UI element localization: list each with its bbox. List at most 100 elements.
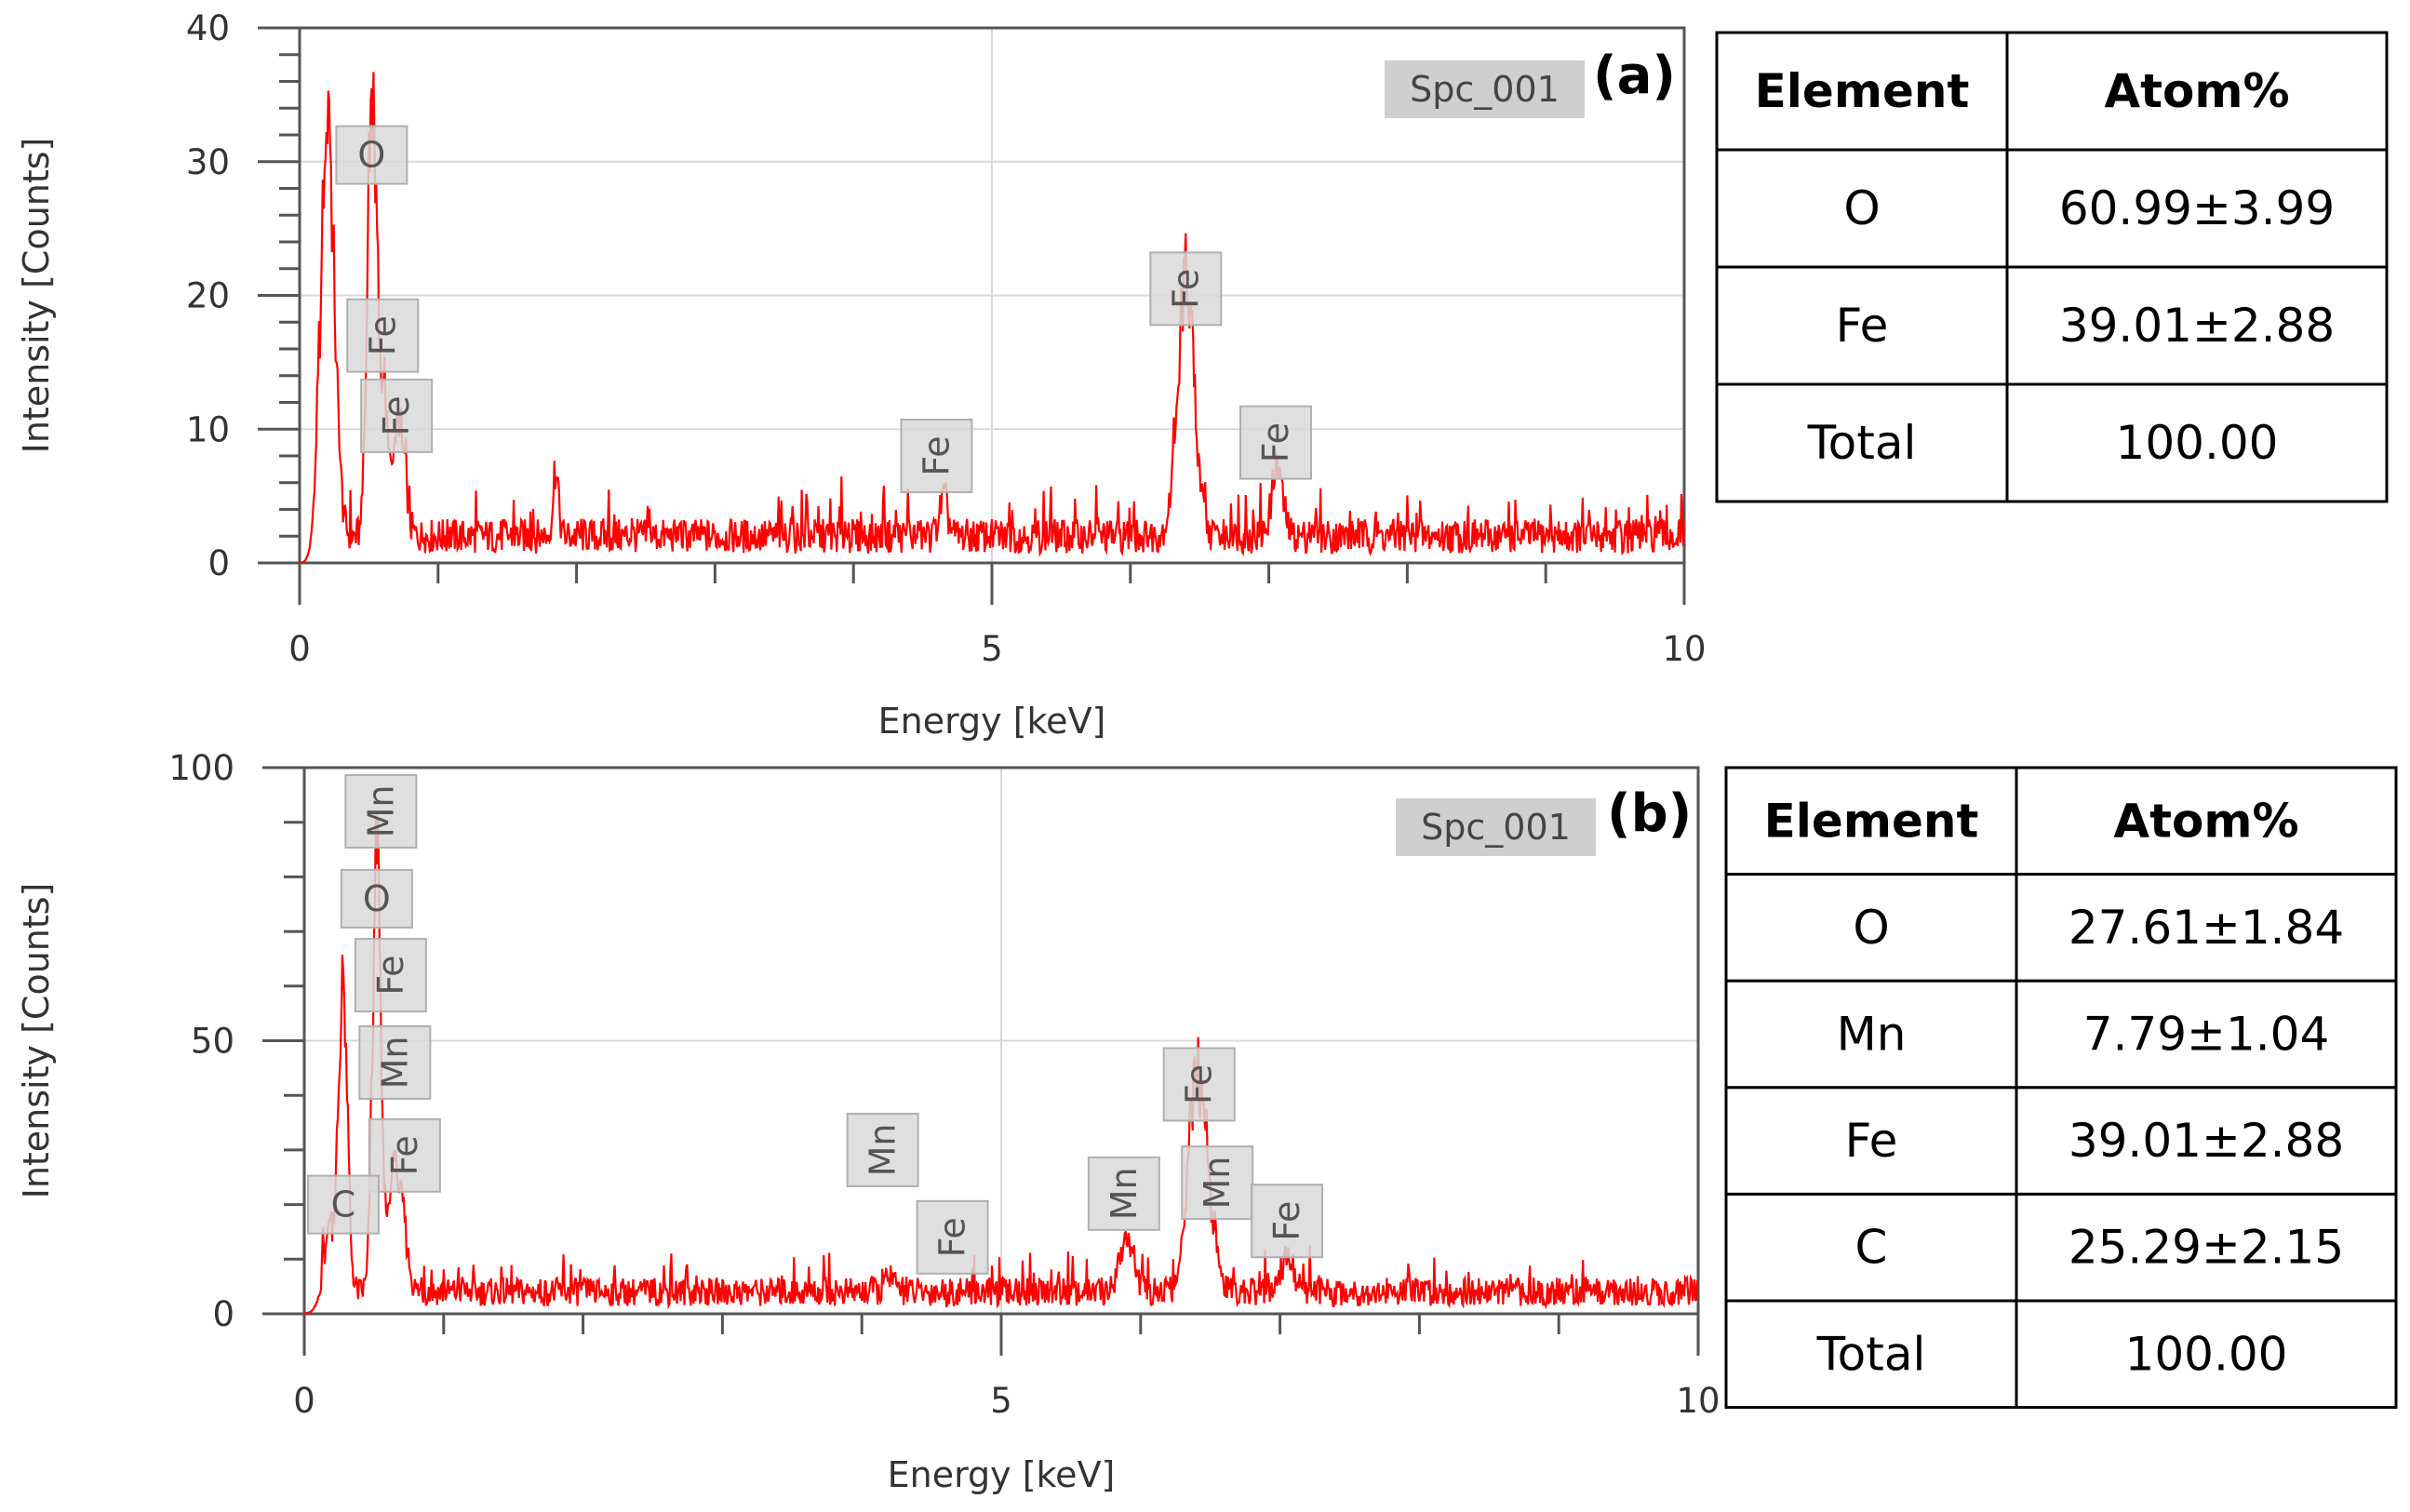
panel-label: (b) [1607,783,1692,844]
y-tick-label: 20 [186,276,230,316]
table-cell-element: O [1843,181,1880,235]
peak-label-text: Fe [362,315,403,355]
table-row: Total 100.00 [1715,382,2389,503]
panel-a: 0 10 20 30 40 0 5 10 Energy [keV] Intensity [Coun… [16,8,2389,742]
peak-label-text: C [331,1184,356,1225]
legend-box [1385,60,1585,118]
peak-label-box [1239,405,1313,480]
peak-label-text: Fe [1179,1064,1220,1104]
x-tick-label: 10 [1676,1381,1720,1421]
y-tick-label: 30 [186,142,230,182]
peak-label-text: Fe [384,1135,425,1175]
y-tick-label: 40 [186,8,230,48]
x-axis-title: Energy [keV] [878,701,1106,742]
peak-label-box [340,868,413,929]
peak-label: Fe [1239,405,1313,480]
peak-label-text: Mn [360,785,401,838]
peak-label: O [340,868,413,929]
peak-label: Fe [354,938,427,1013]
peak-label-box [916,1199,989,1275]
peak-label-text: Fe [1255,422,1296,462]
peak-label-box [1149,251,1223,327]
peak-label: Fe [900,419,973,493]
table-cell-atom: 100.00 [2116,416,2279,470]
table-cell-element: Fe [1836,299,1889,353]
table-row: O 27.61±1.84 [1724,873,2398,983]
table-cell-element: Mn [1837,1008,1907,1062]
table-cell-element: Fe [1845,1114,1898,1168]
peak-label: Mn [1087,1156,1160,1231]
peak-label: Fe [1251,1184,1324,1259]
table-header-row: Element Atom% [1715,31,2389,152]
table-row-border [1715,382,2389,503]
peak-label-box [354,938,427,1013]
table-cell-atom: 27.61±1.84 [2069,901,2344,955]
table-cell-element: O [1853,901,1889,955]
table-row-border [1724,979,2398,1090]
table-header-element: Element [1755,64,1970,118]
table-row: Fe 39.01±2.88 [1724,1086,2398,1196]
peak-label-text: Mn [1197,1157,1238,1210]
peak-label-text: Mn [374,1037,415,1090]
peak-label-text: Fe [916,435,957,475]
table-cell-atom: 25.29±2.15 [2069,1221,2344,1275]
peak-label: Fe [1162,1047,1236,1122]
composition-table: Element Atom% O 60.99±3.99 Fe 39.01±2.88 Total… [1715,31,2389,503]
table-header-atom: Atom% [2104,64,2289,118]
table-cell-atom: 7.79±1.04 [2083,1008,2330,1062]
table-row: Total 100.00 [1724,1299,2398,1410]
peak-label: Fe [916,1199,989,1275]
y-tick-label: 0 [212,1294,234,1334]
x-tick-label: 0 [288,629,311,669]
x-tick-label: 0 [293,1381,315,1421]
legend-box [1396,798,1596,856]
table-row-border [1724,873,2398,983]
peak-label: C [306,1174,380,1235]
peak-label-box [1162,1047,1236,1122]
panel-label: (a) [1593,46,1676,106]
peak-label-text: O [357,135,385,176]
x-tick-label: 10 [1662,629,1706,669]
peak-label-box [846,1112,919,1187]
peak-label-text: O [363,878,391,919]
table-row-border [1724,1299,2398,1410]
x-tick-label: 5 [981,629,1003,669]
x-tick-label: 5 [990,1381,1012,1421]
table-cell-element: C [1855,1221,1888,1275]
x-axis-title: Energy [keV] [888,1454,1116,1495]
peak-label-box [368,1117,441,1193]
peak-label-box [1087,1156,1160,1231]
peak-label-text: Fe [1165,269,1206,309]
y-axis-title: Intensity [Counts] [16,883,57,1199]
y-tick-label: 50 [191,1022,234,1062]
peak-label-box [346,298,420,373]
legend-label: Spc_001 [1421,807,1571,848]
legend-label: Spc_001 [1410,69,1560,110]
peak-label-text: Fe [932,1217,973,1257]
peak-label-text: Mn [1104,1167,1145,1220]
table-cell-atom: 39.01±2.88 [2069,1114,2344,1168]
table-cell-element: Total [1816,1327,1926,1381]
table-row-border [1724,1086,2398,1196]
table-cell-atom: 60.99±3.99 [2059,181,2335,235]
table-cell-atom: 100.00 [2125,1327,2288,1381]
spectrum-line [303,810,1700,1315]
peak-label: Mn [1181,1145,1254,1221]
table-header-element: Element [1764,794,1979,848]
y-tick-label: 0 [208,543,230,583]
composition-table: Element Atom% O 27.61±1.84 Mn 7.79±1.04 Fe 39.0… [1724,766,2398,1410]
peak-label-text: Fe [1266,1201,1307,1241]
table-row-border [1715,148,2389,269]
peak-label: Fe [346,298,420,373]
peak-label-box [1181,1145,1254,1221]
peak-label-box [358,1024,432,1100]
y-axis-title: Intensity [Counts] [16,138,57,454]
peak-label-text: Fe [370,955,411,995]
table-row: Mn 7.79±1.04 [1724,979,2398,1090]
peak-label: Fe [1149,251,1223,327]
peak-label: O [335,125,408,185]
peak-label-box [344,773,418,849]
panel-b: 0 50 100 0 5 10 Energy [keV] Intensity [Counts]… [16,748,2398,1495]
peak-label-box [1251,1184,1324,1259]
